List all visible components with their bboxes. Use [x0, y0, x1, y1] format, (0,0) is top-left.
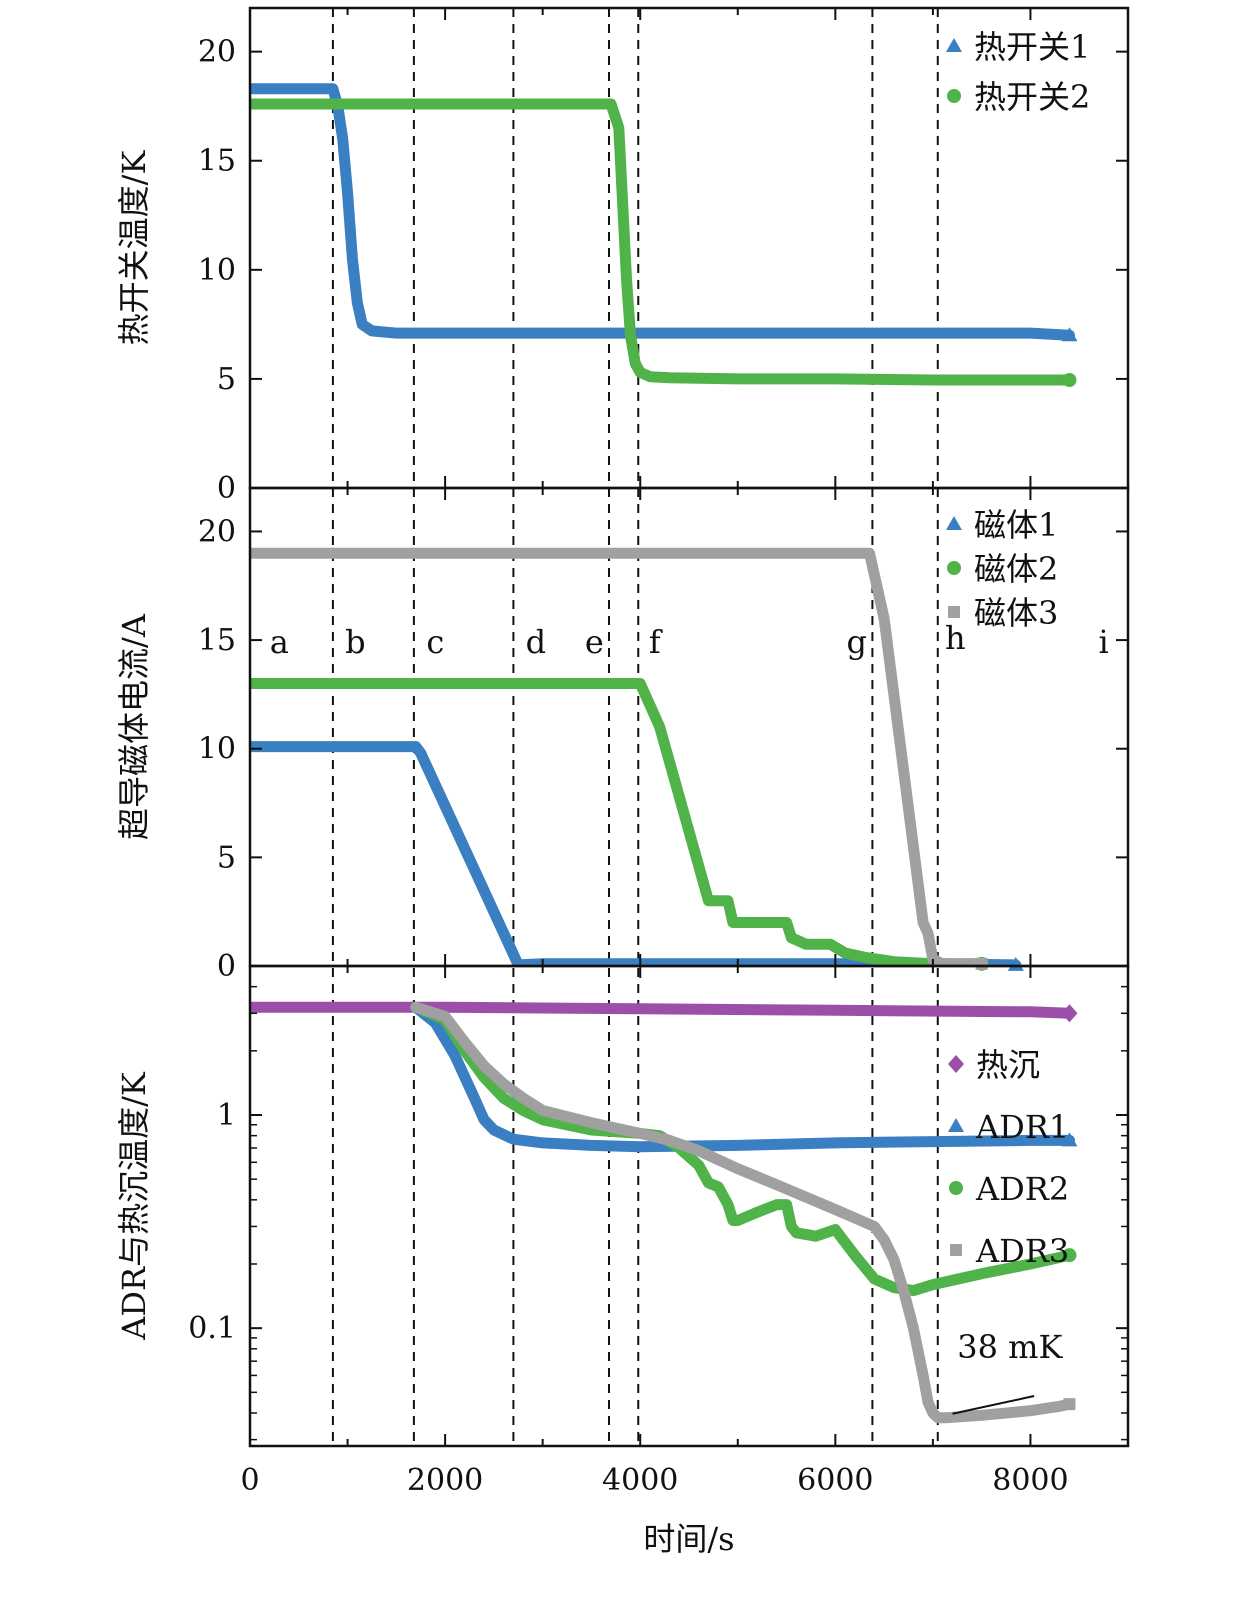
series-end-marker [1061, 1132, 1078, 1147]
legend-label: 热沉 [976, 1046, 1040, 1084]
phase-label: d [526, 623, 546, 661]
legend-marker [948, 1118, 964, 1132]
y-tick-label: 20 [198, 35, 236, 70]
y-tick-label: 15 [198, 623, 236, 658]
y-tick-label: 1 [217, 1098, 236, 1133]
y-tick-label: 20 [198, 514, 236, 549]
phase-label: i [1098, 623, 1108, 661]
annotation-label: 38 mK [957, 1328, 1063, 1366]
legend-label: 磁体2 [974, 550, 1058, 588]
legend-label: ADR3 [975, 1232, 1069, 1270]
data-series-layer [250, 83, 1078, 1424]
series-line-热开关1 [250, 83, 1075, 341]
series-line-ADR1 [410, 1001, 1075, 1153]
series-end-marker [1063, 1398, 1076, 1411]
series-end-marker [1062, 373, 1077, 387]
legend-marker [948, 1055, 964, 1073]
legend-label: ADR1 [975, 1108, 1069, 1146]
y-axis-title: 热开关温度/K [115, 150, 153, 346]
y-tick-label: 10 [198, 253, 236, 288]
legend-label: ADR2 [975, 1170, 1069, 1208]
phase-label: h [945, 619, 966, 657]
x-tick-label: 0 [240, 1463, 259, 1498]
labels-layer: 05101520热开关温度/K热开关1热开关205101520超导磁体电流/A磁… [115, 28, 1109, 1558]
y-tick-label: 5 [217, 840, 236, 875]
legend-label: 磁体1 [974, 506, 1058, 544]
annotation-leader-line [952, 1395, 1035, 1415]
legend-marker [946, 516, 962, 530]
legend-label: 热开关1 [974, 28, 1090, 66]
legend-marker [949, 1181, 963, 1195]
series-line-磁体2 [250, 678, 988, 966]
series-line-热沉 [250, 1001, 1075, 1019]
x-tick-label: 4000 [602, 1463, 678, 1498]
series-end-marker [1061, 1004, 1078, 1023]
phase-label: b [345, 623, 365, 661]
y-axis-title: ADR与热沉温度/K [115, 1071, 153, 1341]
x-tick-label: 2000 [407, 1463, 483, 1498]
legend-marker [946, 38, 962, 52]
legend-marker [948, 606, 960, 618]
phase-label: a [270, 623, 289, 661]
series-line-热开关2 [250, 98, 1075, 386]
series-line-磁体3 [250, 547, 988, 966]
phase-label: e [585, 623, 604, 661]
y-tick-label: 0.1 [188, 1311, 236, 1346]
y-tick-label: 0 [217, 949, 236, 984]
y-tick-label: 0 [217, 471, 236, 506]
axes-layer [248, 6, 1130, 1448]
series-end-marker [975, 957, 988, 970]
phase-label: g [847, 623, 867, 661]
phase-label: c [426, 623, 444, 661]
series-line-ADR3 [410, 1001, 1075, 1424]
legend-marker [950, 1244, 962, 1256]
legend-label: 热开关2 [974, 78, 1090, 116]
legend-marker [947, 89, 961, 103]
panel-frame [248, 964, 1130, 1448]
series-end-marker [1062, 1248, 1077, 1263]
phase-divider-lines [331, 8, 939, 1446]
series-line-ADR2 [410, 1001, 1075, 1297]
phase-label: f [649, 623, 663, 661]
x-tick-label: 8000 [992, 1463, 1068, 1498]
x-axis-title: 时间/s [643, 1520, 734, 1558]
y-axis-title: 超导磁体电流/A [115, 613, 153, 840]
y-tick-label: 10 [198, 732, 236, 767]
x-tick-label: 6000 [797, 1463, 873, 1498]
series-end-marker [1007, 956, 1024, 971]
y-tick-label: 15 [198, 144, 236, 179]
series-end-marker [1061, 327, 1078, 342]
y-tick-label: 5 [217, 362, 236, 397]
legend-label: 磁体3 [974, 594, 1058, 632]
legend-marker [947, 561, 961, 575]
